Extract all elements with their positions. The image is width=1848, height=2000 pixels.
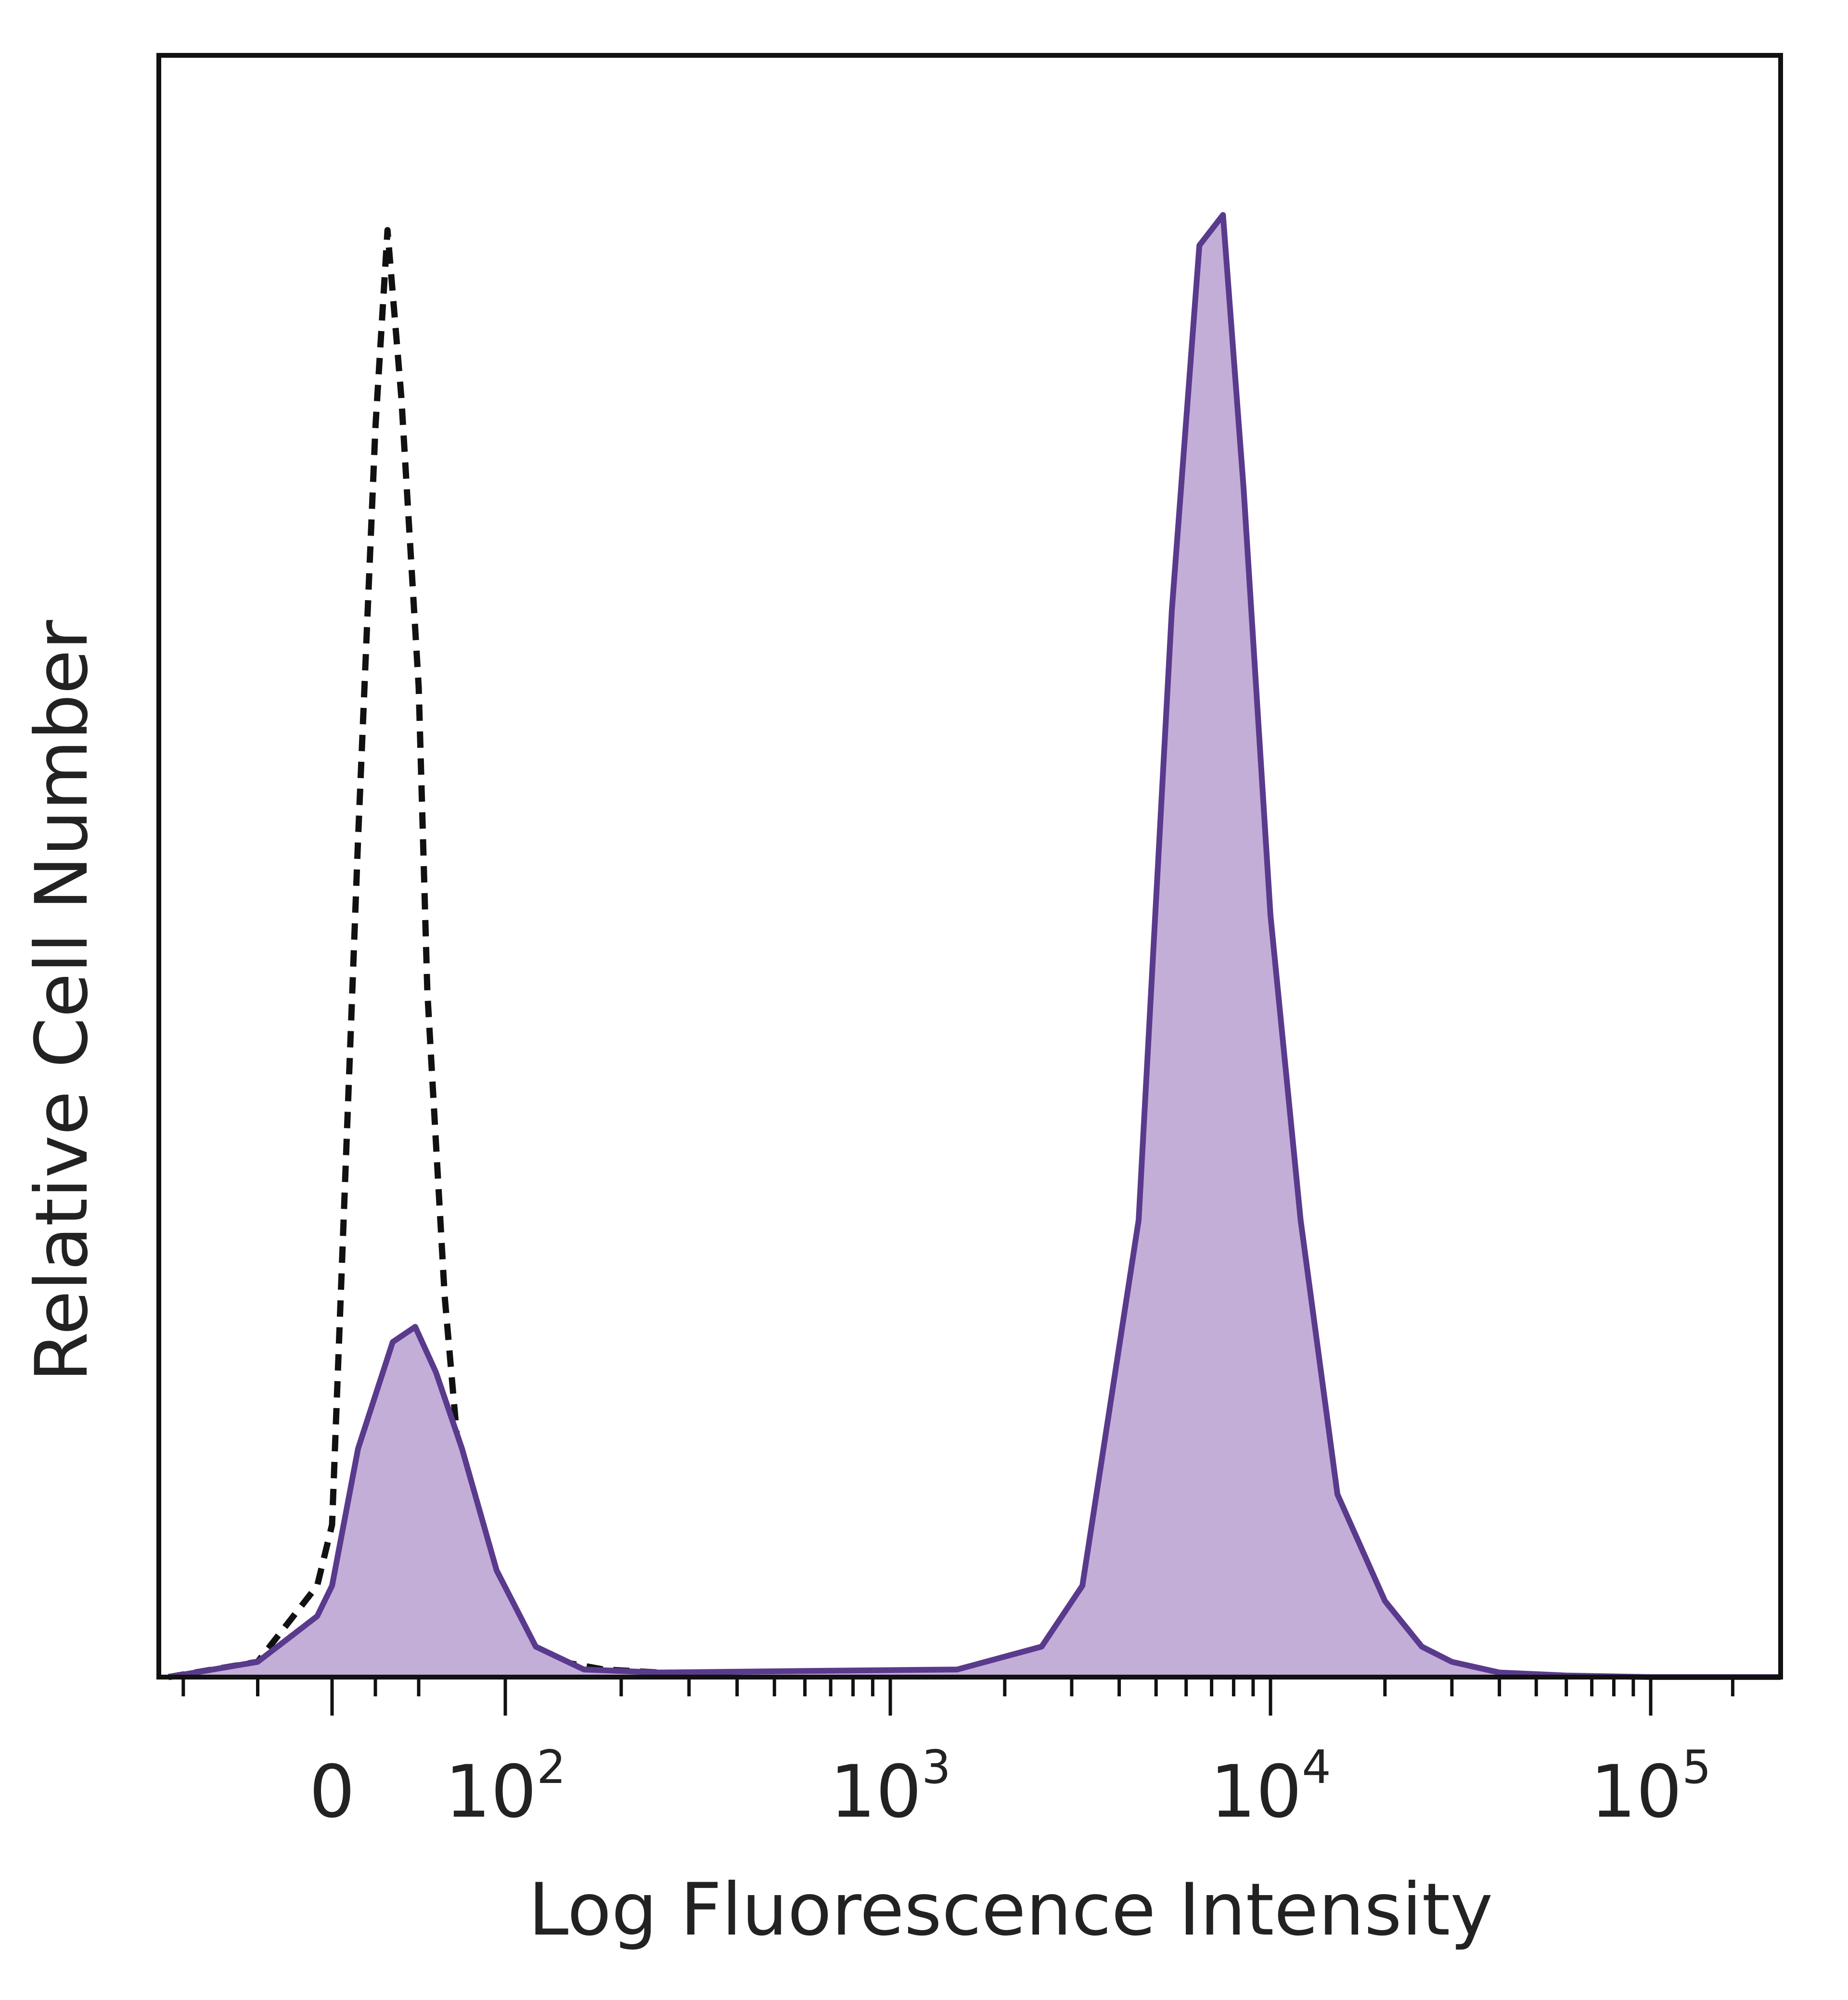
x-tick-label-base: 10 — [1210, 1750, 1302, 1834]
series-1-area — [168, 215, 1781, 1677]
x-tick-label: 104 — [1210, 1741, 1331, 1834]
x-tick-label: 102 — [445, 1741, 565, 1834]
x-tick-layer: 0 102 103 104 105 — [181, 1677, 1734, 1834]
x-tick-label-base: 10 — [830, 1750, 922, 1834]
x-tick-label: 0 — [309, 1750, 355, 1834]
x-axis-title: Log Fluorescence Intensity — [528, 1868, 1493, 1952]
x-tick-label-exponent: 5 — [1682, 1741, 1711, 1794]
x-tick-label-exponent: 3 — [922, 1741, 950, 1794]
x-tick-label-base: 0 — [309, 1750, 355, 1834]
x-tick-label-exponent: 2 — [537, 1741, 565, 1794]
x-tick-label: 103 — [830, 1741, 950, 1834]
x-tick-label-exponent: 4 — [1302, 1741, 1331, 1794]
x-tick-label-base: 10 — [1590, 1750, 1682, 1834]
x-tick-label-base: 10 — [445, 1750, 537, 1834]
plot-frame — [156, 53, 1783, 1679]
y-axis-title: Relative Cell Number — [20, 620, 104, 1382]
series-1-line — [167, 212, 1781, 1680]
x-tick-label: 105 — [1590, 1741, 1711, 1834]
series-layer — [167, 212, 1781, 1680]
series-0-line — [167, 227, 831, 1680]
